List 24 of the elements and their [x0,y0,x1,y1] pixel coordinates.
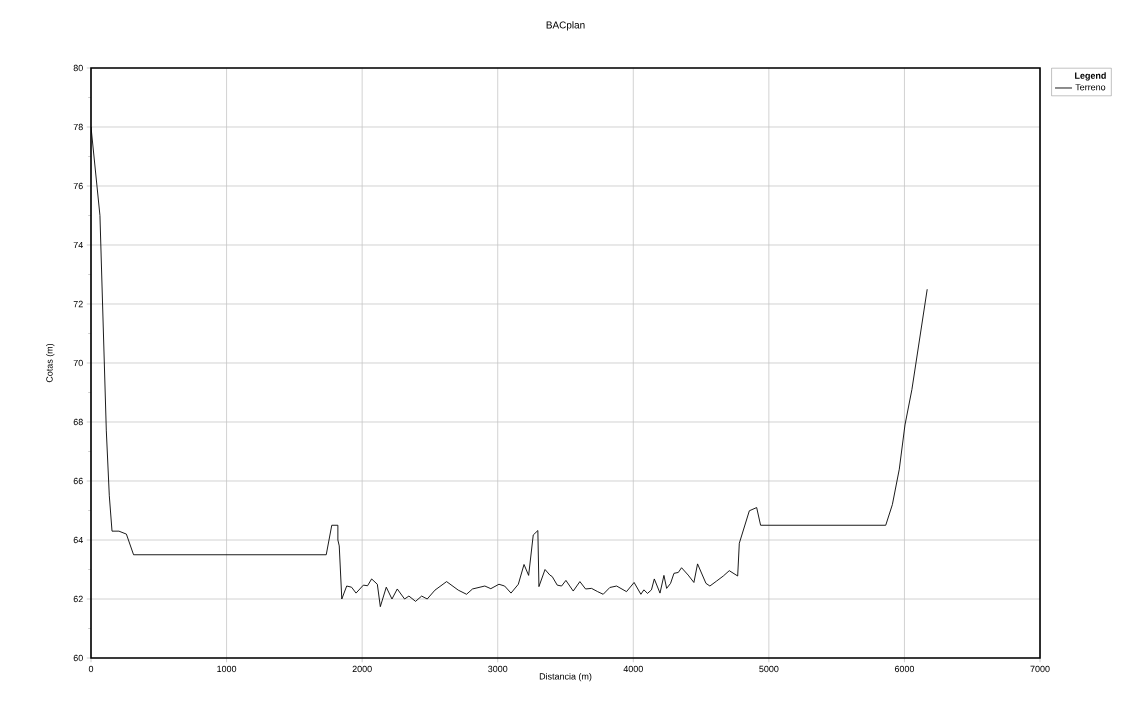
y-tick-label: 62 [73,595,83,603]
x-tick-label: 1000 [217,665,237,673]
x-tick-label: 5000 [759,665,779,673]
y-tick-label: 60 [73,654,83,662]
legend-title: Legend [1075,72,1106,81]
y-tick-label: 76 [73,182,83,190]
y-tick-label: 80 [73,64,83,72]
x-tick-label: 0 [88,665,94,673]
y-axis-title: Cotas (m) [46,343,55,383]
y-tick-label: 64 [73,536,83,544]
x-tick-label: 7000 [1030,665,1050,673]
y-tick-label: 70 [73,359,83,367]
chart-title: BACplan [546,21,585,31]
y-tick-label: 72 [73,300,83,308]
y-tick-label: 66 [73,477,83,485]
x-tick-label: 4000 [623,665,643,673]
x-axis-title: Distancia (m) [539,672,592,682]
y-tick-label: 74 [73,241,83,249]
x-tick-label: 6000 [894,665,915,673]
x-tick-label: 3000 [488,665,508,673]
y-tick-label: 78 [73,123,83,131]
legend-label: Terreno [1075,84,1106,91]
y-tick-label: 68 [73,418,83,426]
x-tick-label: 2000 [352,665,372,673]
